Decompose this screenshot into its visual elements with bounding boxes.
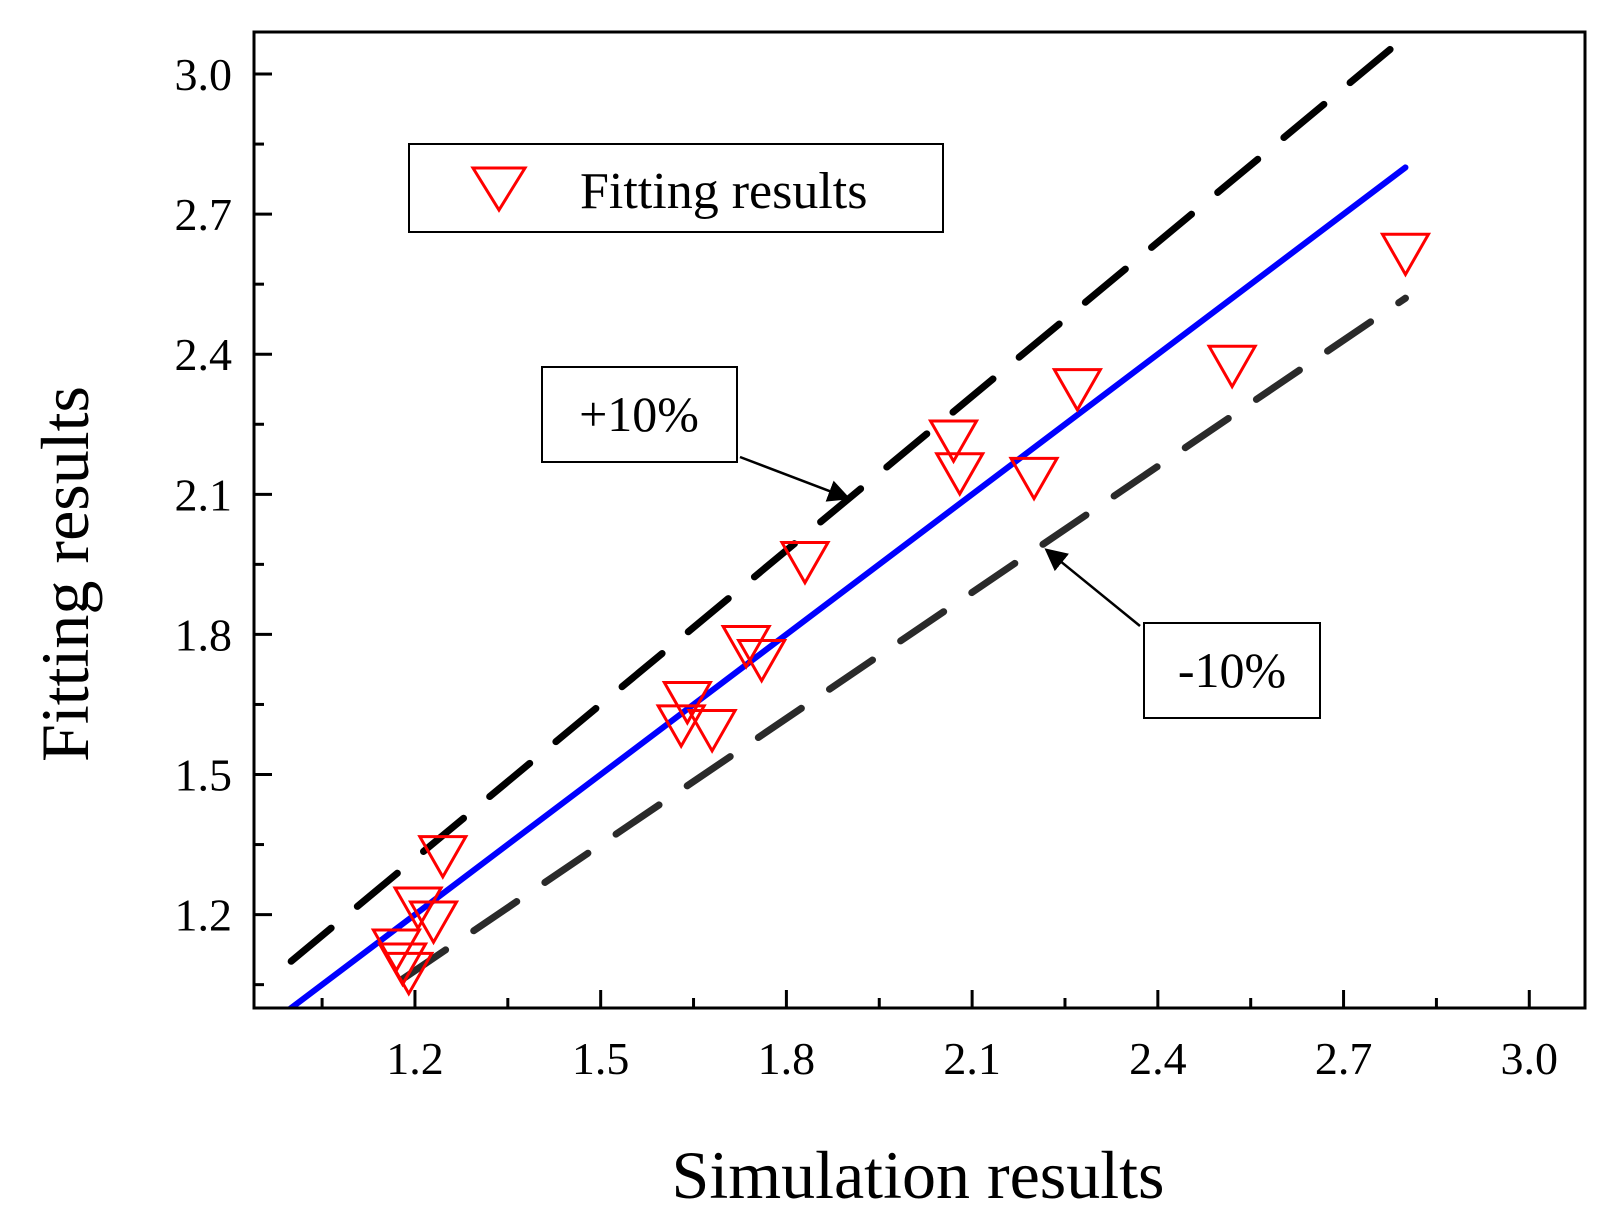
annotation-plus-10: +10% xyxy=(541,366,851,502)
data-point xyxy=(720,625,772,670)
legend-box xyxy=(408,143,944,233)
data-point xyxy=(392,886,444,932)
x-tick-label: 1.5 xyxy=(572,1033,630,1084)
data-point xyxy=(1206,344,1258,390)
legend-label: Fitting results xyxy=(580,163,867,220)
data-point xyxy=(1379,232,1432,278)
data-point xyxy=(934,452,986,497)
data-point xyxy=(661,681,713,726)
y-tick-label: 2.1 xyxy=(175,469,233,520)
y-tick-label: 2.4 xyxy=(175,329,233,380)
legend: Fitting results xyxy=(408,143,944,233)
annotation-plus-10-label: +10% xyxy=(579,386,699,442)
annotation-plus-10-arrow xyxy=(739,455,851,502)
data-point xyxy=(1051,368,1103,413)
y-tick-label: 3.0 xyxy=(175,49,233,100)
data-point xyxy=(383,951,435,997)
annotation-minus-10-label: -10% xyxy=(1178,642,1286,698)
y-axis-ticks: 1.2 1.5 1.8 2.1 2.4 2.7 3.0 xyxy=(175,49,272,987)
data-point xyxy=(370,928,422,974)
data-point xyxy=(686,709,738,754)
x-tick-label: 2.4 xyxy=(1129,1033,1187,1084)
plot-frame xyxy=(252,30,1587,1010)
line-y-equals-x xyxy=(286,164,1409,1008)
x-tick-label: 1.8 xyxy=(758,1033,816,1084)
x-tick-label: 1.2 xyxy=(386,1033,444,1084)
y-tick-label: 1.8 xyxy=(175,609,233,660)
data-point xyxy=(736,639,788,684)
data-points xyxy=(370,232,1432,997)
annotation-plus-10-box xyxy=(541,366,738,463)
y-tick-label: 1.5 xyxy=(175,750,233,801)
data-point xyxy=(927,419,980,465)
x-axis-ticks: 1.2 1.5 1.8 2.1 2.4 2.7 3.0 xyxy=(320,990,1559,1084)
y-tick-label: 1.2 xyxy=(175,890,233,941)
y-axis-title: Fitting results xyxy=(27,386,103,762)
data-point xyxy=(407,900,460,946)
data-point xyxy=(779,540,831,586)
annotation-minus-10-arrow xyxy=(1044,548,1141,627)
legend-marker xyxy=(470,166,528,213)
annotation-minus-10-box xyxy=(1143,622,1321,719)
data-point xyxy=(1008,456,1060,502)
data-point xyxy=(417,835,469,880)
x-tick-label: 3.0 xyxy=(1501,1033,1559,1084)
x-tick-label: 2.7 xyxy=(1315,1033,1373,1084)
annotation-minus-10: -10% xyxy=(1044,548,1321,719)
x-axis-title: Simulation results xyxy=(672,1137,1165,1213)
x-tick-label: 2.1 xyxy=(943,1033,1001,1084)
y-tick-label: 2.7 xyxy=(175,189,233,240)
line-minus-10-percent xyxy=(399,294,1409,983)
data-point xyxy=(655,704,707,750)
